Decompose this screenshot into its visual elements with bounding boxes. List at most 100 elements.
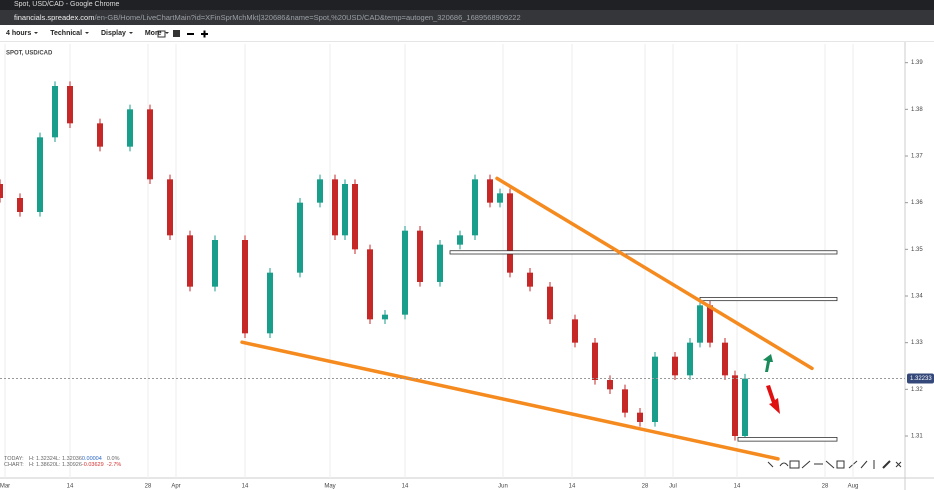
candle-body: [487, 179, 493, 203]
up-arrow: [763, 354, 773, 372]
stats-panel: TODAY: H: 1.32324L: 1.320360.00004 0.0% CH…: [4, 456, 132, 468]
price-zone: [737, 436, 838, 442]
url-path: /en-GB/Home/LiveChartMain?id=XFinSprMchM…: [94, 13, 521, 22]
candle-body: [622, 389, 628, 413]
plot-area: [0, 42, 905, 478]
stats-row: CHART: H: 1.38620L: 1.30926-0.03629 -2.7%: [4, 462, 132, 468]
menu[interactable]: More: [145, 26, 169, 41]
x-tick-label: May: [324, 484, 335, 490]
window-title-bar: Spot, USD/CAD - Google Chrome: [0, 0, 934, 10]
trendline: [495, 176, 814, 371]
candle-body: [0, 184, 3, 198]
x-tick-label: Aug: [848, 484, 859, 490]
tool-icon[interactable]: [825, 460, 835, 469]
candle-body: [147, 109, 153, 180]
candle-body: [342, 184, 348, 236]
tool-icon[interactable]: [836, 460, 845, 469]
drawing-tools: [767, 460, 902, 469]
y-tick-label: 1.38: [911, 107, 923, 113]
candle-body: [592, 342, 598, 380]
menu[interactable]: Technical: [50, 26, 89, 41]
save-icon[interactable]: [173, 30, 180, 37]
menu[interactable]: Display: [101, 26, 133, 41]
price-zone: [699, 296, 838, 302]
candle-body: [332, 179, 338, 236]
candle-body: [352, 184, 358, 250]
candle-body: [317, 179, 323, 203]
interval-menu[interactable]: 4 hours: [6, 26, 38, 41]
chart: SPOT, USD/CAD 1.31 1.32 1.33 1.34 1.35 1.36 1.…: [0, 42, 934, 490]
tool-icon[interactable]: [860, 460, 868, 469]
x-tick-label: Jun: [498, 484, 508, 490]
x-tick-label: 14: [67, 484, 74, 490]
candle-body: [707, 305, 713, 343]
x-tick-label: Jul: [669, 484, 677, 490]
candle-body: [17, 198, 23, 212]
tool-icon[interactable]: [801, 460, 811, 469]
candle-body: [547, 286, 553, 320]
url-domain: financials.spreadex.com: [14, 13, 95, 22]
stat: -0.03629: [81, 462, 104, 468]
tool-icon[interactable]: [767, 461, 774, 468]
candle-body: [97, 123, 103, 147]
window-title: Spot, USD/CAD - Google Chrome: [14, 1, 120, 8]
x-tick-label: 28: [145, 484, 152, 490]
x-tick-label: 14: [569, 484, 576, 490]
last-price-box: [907, 373, 934, 384]
chart-title: SPOT, USD/CAD: [6, 51, 53, 57]
candle-body: [167, 179, 173, 236]
candle-body: [402, 230, 408, 315]
y-tick-label: 1.39: [911, 60, 923, 66]
candle-body: [52, 86, 58, 138]
x-tick-label: 14: [402, 484, 409, 490]
y-tick-label: 1.34: [911, 294, 923, 300]
candle-body: [37, 137, 43, 212]
candle-body: [687, 342, 693, 376]
candle-body: [472, 179, 478, 236]
stat: L: 1.32036: [55, 456, 82, 462]
y-tick-label: 1.33: [911, 340, 923, 346]
zoom-in-icon[interactable]: [201, 30, 208, 38]
candle-body: [497, 193, 503, 203]
tool-icon[interactable]: [882, 460, 891, 469]
address-bar[interactable]: financials.spreadex.com/en-GB/Home/LiveC…: [0, 10, 934, 25]
y-tick-label: 1.31: [911, 434, 923, 440]
candle-body: [437, 244, 443, 282]
candle-body: [652, 356, 658, 422]
candle-body: [732, 375, 738, 436]
tool-icon[interactable]: [895, 461, 902, 468]
candle-body: [187, 235, 193, 287]
tool-icon[interactable]: [779, 462, 789, 467]
candle-body: [607, 380, 613, 390]
candle-body: [417, 230, 423, 282]
trendline: [240, 340, 780, 461]
stat: CHART:: [4, 462, 24, 468]
x-tick-label: 14: [734, 484, 741, 490]
stat: 0.0%: [106, 456, 120, 462]
candle-body: [242, 240, 248, 334]
candle-body: [637, 412, 643, 422]
stat: -2.7%: [106, 462, 122, 468]
open-icon[interactable]: [157, 30, 166, 38]
candle-body: [67, 86, 73, 124]
stat: L: 1.30926: [55, 462, 82, 468]
candle-body: [457, 235, 463, 245]
y-tick-label: 1.35: [911, 247, 923, 253]
down-arrow: [766, 385, 780, 414]
x-tick-label: 28: [642, 484, 649, 490]
candle-body: [212, 240, 218, 287]
x-tick-label: Mar: [0, 484, 10, 490]
stat: TODAY:: [4, 456, 24, 462]
candle-body: [267, 272, 273, 334]
x-tick-label: 14: [242, 484, 249, 490]
tool-icon[interactable]: [789, 460, 800, 469]
stat: H: 1.32324: [29, 456, 56, 462]
stat: 0.00004: [81, 456, 102, 462]
chart-toolbar: 4 hours Technical Display More: [0, 26, 934, 42]
candle-body: [722, 342, 728, 376]
candle-body: [382, 314, 388, 320]
y-tick-label: 1.32: [911, 387, 923, 393]
y-tick-label: 1.37: [911, 154, 923, 160]
candle-body: [742, 378, 748, 436]
candle-body: [572, 319, 578, 343]
